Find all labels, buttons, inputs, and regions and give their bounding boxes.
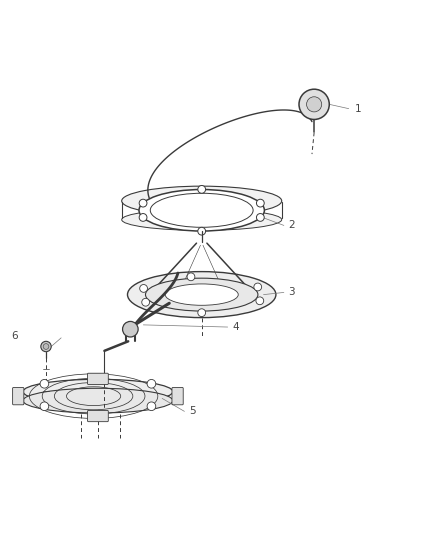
Ellipse shape [139, 190, 265, 231]
Ellipse shape [127, 272, 276, 318]
Circle shape [254, 283, 261, 291]
Ellipse shape [165, 284, 238, 305]
Text: 3: 3 [288, 287, 295, 297]
Ellipse shape [150, 193, 253, 227]
Circle shape [147, 402, 156, 410]
Circle shape [198, 309, 205, 317]
Circle shape [147, 379, 156, 388]
Circle shape [256, 199, 264, 207]
Circle shape [40, 402, 49, 410]
Text: 2: 2 [288, 221, 295, 230]
Ellipse shape [122, 209, 282, 230]
Circle shape [307, 97, 321, 112]
Circle shape [43, 344, 49, 349]
Text: 6: 6 [11, 330, 18, 341]
FancyBboxPatch shape [88, 410, 108, 422]
Circle shape [139, 214, 147, 221]
Circle shape [187, 273, 195, 281]
Circle shape [299, 89, 329, 119]
Text: 1: 1 [355, 103, 362, 114]
Circle shape [40, 379, 49, 388]
Circle shape [140, 285, 148, 292]
Ellipse shape [122, 186, 282, 216]
Circle shape [142, 298, 149, 306]
FancyBboxPatch shape [88, 373, 108, 384]
Ellipse shape [23, 388, 173, 413]
Circle shape [256, 214, 264, 221]
Ellipse shape [145, 278, 258, 311]
FancyBboxPatch shape [172, 387, 183, 405]
Text: 4: 4 [232, 322, 239, 332]
Circle shape [198, 185, 205, 193]
Circle shape [123, 321, 138, 337]
Ellipse shape [23, 379, 173, 404]
Circle shape [256, 297, 264, 305]
Circle shape [198, 227, 205, 235]
Circle shape [41, 341, 51, 352]
Circle shape [139, 199, 147, 207]
FancyBboxPatch shape [13, 387, 24, 405]
Text: 5: 5 [189, 406, 195, 416]
